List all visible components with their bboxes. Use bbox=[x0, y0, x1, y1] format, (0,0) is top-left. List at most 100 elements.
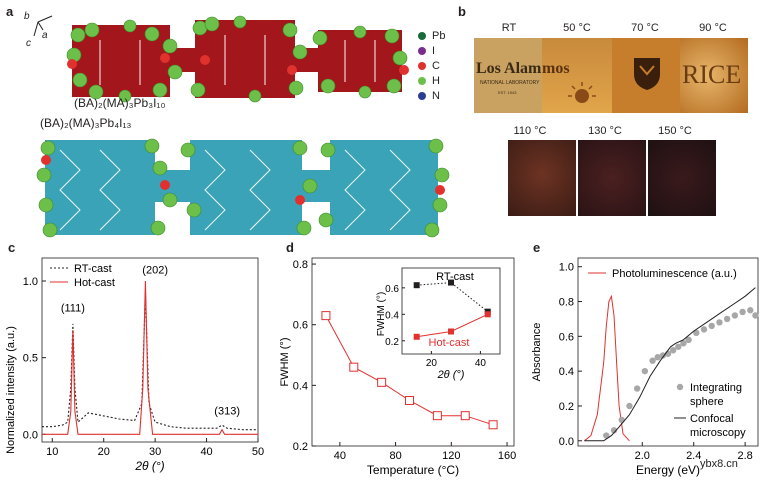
legend-item-h: H bbox=[418, 73, 445, 88]
point-integrating-sphere bbox=[626, 402, 633, 410]
film-photo-50: mos bbox=[542, 38, 612, 113]
legend-dot-c bbox=[418, 61, 426, 70]
film-photo-130 bbox=[578, 140, 646, 216]
temp-label-90: 90 °C bbox=[699, 22, 727, 34]
y-tick-label: 0.6 bbox=[293, 320, 308, 332]
inset-point-hot-cast bbox=[484, 311, 491, 318]
film-photo-90: RICE bbox=[680, 38, 748, 113]
legend-label-confocal: Confocal bbox=[690, 413, 733, 425]
los-alamos-subtitle: NATIONAL LABORATORY bbox=[480, 80, 540, 86]
axis-label-b: b bbox=[24, 11, 30, 22]
panel-e-letter: e bbox=[533, 240, 541, 255]
inset-y-axis-title: FWHM (°) bbox=[376, 292, 387, 337]
temp-label-110: 110 °C bbox=[513, 125, 547, 137]
temp-label-50: 50 °C bbox=[563, 22, 591, 34]
y-tick-label: 0.8 bbox=[559, 297, 574, 309]
panel-a-structure bbox=[33, 15, 450, 238]
inset-y-tick-label: 0.4 bbox=[385, 310, 399, 321]
structure-n4 bbox=[36, 138, 450, 238]
x-tick-label: 2.8 bbox=[737, 450, 752, 462]
y-tick-label: 0.4 bbox=[293, 380, 308, 392]
series-line-photoluminescence-a-u bbox=[584, 294, 630, 442]
fwhm-data-point bbox=[321, 311, 331, 321]
plot-frame bbox=[311, 257, 515, 447]
legend-label-n: N bbox=[432, 89, 440, 102]
x-tick-label: 30 bbox=[149, 446, 161, 458]
point-integrating-sphere bbox=[610, 427, 618, 434]
temp-label-70: 70 °C bbox=[631, 22, 659, 34]
legend-item-c: C bbox=[418, 58, 445, 73]
x-tick-label: 40 bbox=[334, 450, 346, 462]
inset-y-tick-label: 0.6 bbox=[385, 284, 399, 295]
structure-n3 bbox=[66, 15, 409, 103]
fwhm-data-point bbox=[405, 396, 415, 406]
x-tick-label: 160 bbox=[498, 450, 516, 462]
inset-x-tick-label: 20 bbox=[426, 358, 438, 369]
axis-label-a: a bbox=[42, 30, 48, 41]
sun-icon bbox=[568, 82, 596, 103]
panel-b-letter: b bbox=[458, 4, 466, 19]
y-tick-label: 0.5 bbox=[23, 353, 38, 365]
y-axis-title: Absorbance bbox=[531, 323, 543, 382]
legend-dot-h bbox=[418, 76, 426, 85]
panel-d-letter: d bbox=[286, 240, 294, 255]
y-tick-label: 0.4 bbox=[559, 366, 574, 378]
film-photo-110 bbox=[508, 140, 576, 216]
legend-item-i: I bbox=[418, 43, 445, 58]
x-tick-label: 120 bbox=[442, 450, 460, 462]
legend-dot-pb bbox=[418, 31, 426, 40]
x-tick-label: 20 bbox=[98, 446, 110, 458]
panel-c-letter: c bbox=[8, 240, 16, 255]
point-integrating-sphere bbox=[669, 347, 677, 354]
shield-icon bbox=[634, 58, 660, 90]
peak-label-313: (313) bbox=[214, 405, 240, 417]
x-axis-title: Temperature (°C) bbox=[367, 463, 459, 477]
legend-item-pb: Pb bbox=[418, 28, 445, 43]
temp-label-130: 130 °C bbox=[588, 125, 622, 137]
fwhm-chart: 40 80 120 160 0.2 0.4 0.6 0.8 Temperature (°C) FW… bbox=[279, 257, 516, 477]
x-tick-label: 50 bbox=[252, 446, 264, 458]
y-axis-title: Normalized intensity (a.u.) bbox=[5, 326, 17, 454]
y-tick-label: 0.0 bbox=[559, 436, 574, 448]
point-integrating-sphere bbox=[731, 312, 739, 319]
inset-point-rt-cast bbox=[413, 282, 420, 289]
point-integrating-sphere bbox=[649, 357, 656, 364]
element-legend: Pb I C H N bbox=[418, 28, 445, 103]
point-integrating-sphere bbox=[641, 367, 649, 375]
inset-point-hot-cast bbox=[448, 328, 454, 335]
xrd-chart: 10 20 30 40 50 0.0 0.5 1.0 2θ (°) Normalized inte… bbox=[5, 257, 264, 473]
x-tick-label: 2.4 bbox=[686, 450, 701, 462]
x-tick-label: 10 bbox=[46, 446, 58, 458]
peak-label-111: (111) bbox=[61, 303, 85, 315]
y-tick-label: 1.0 bbox=[23, 276, 38, 288]
inset-x-tick-label: 40 bbox=[475, 358, 487, 369]
point-integrating-sphere bbox=[675, 343, 682, 350]
film-photo-150 bbox=[648, 140, 716, 216]
plot-frame bbox=[41, 257, 259, 443]
peak-label-202: (202) bbox=[142, 264, 168, 276]
legend-item-n: N bbox=[418, 88, 445, 103]
x-axis-title: Energy (eV) bbox=[636, 463, 700, 477]
point-integrating-sphere bbox=[752, 312, 759, 319]
x-axis-title: 2θ (°) bbox=[134, 459, 164, 473]
formula-n3: (BA)₂(MA)₃Pb₃I₁₀ bbox=[74, 96, 166, 110]
series-line-hot-cast bbox=[42, 280, 258, 435]
point-integrating-sphere bbox=[680, 340, 687, 347]
point-integrating-sphere bbox=[633, 385, 641, 392]
point-integrating-sphere bbox=[747, 307, 754, 314]
inset-y-tick-label: 0.2 bbox=[385, 337, 399, 348]
y-tick-label: 0.8 bbox=[293, 259, 308, 271]
point-integrating-sphere bbox=[654, 354, 661, 361]
legend-label-c: C bbox=[432, 59, 440, 72]
y-axis-title: FWHM (°) bbox=[279, 338, 291, 387]
y-tick-label: 0.6 bbox=[559, 331, 574, 343]
point-integrating-sphere bbox=[618, 416, 625, 424]
series-line-rt-cast bbox=[42, 293, 258, 431]
y-tick-label: 0.2 bbox=[559, 401, 574, 413]
legend-label-i: I bbox=[432, 44, 436, 57]
formula-n4: (BA)₂(MA)₃Pb₄I₁₃ bbox=[40, 116, 132, 130]
legend-dot-n bbox=[418, 91, 426, 100]
point-integrating-sphere bbox=[708, 322, 715, 330]
temp-label-150: 150 °C bbox=[658, 125, 692, 137]
watermark: ybx8.cn bbox=[700, 458, 738, 470]
